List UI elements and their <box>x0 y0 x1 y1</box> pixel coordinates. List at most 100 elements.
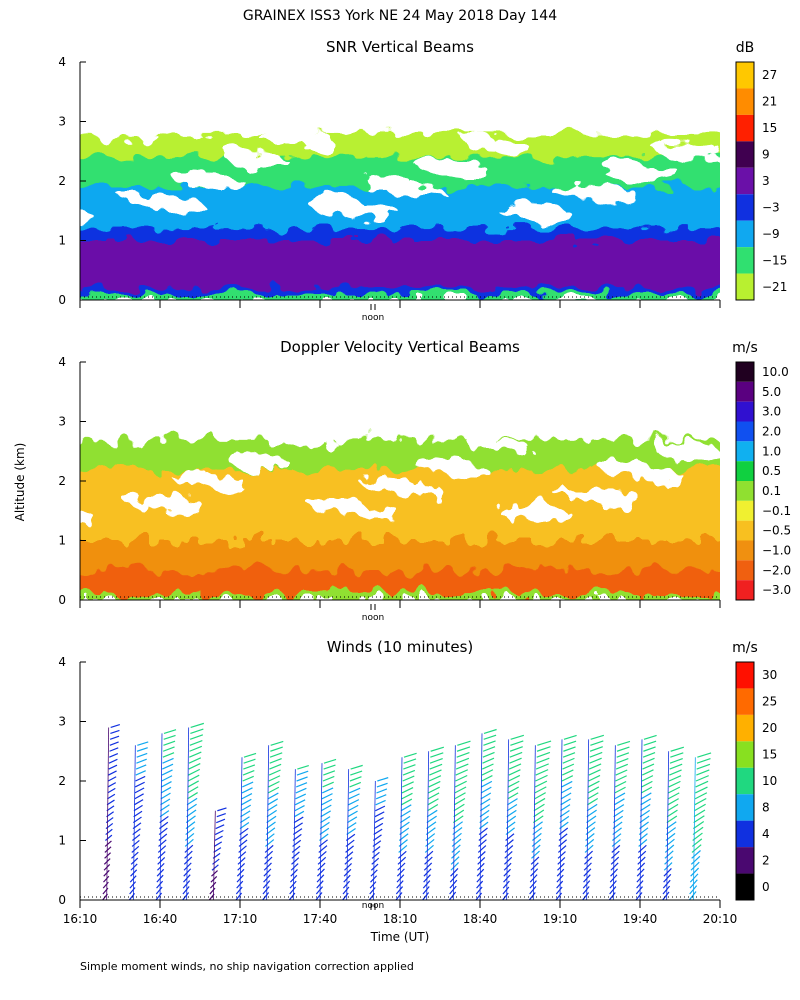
wind-barb <box>376 782 388 788</box>
wind-barb <box>664 844 675 853</box>
wind-barb <box>323 758 337 764</box>
wind-profile-1920 <box>582 734 605 901</box>
wind-barb <box>508 774 521 782</box>
wind-barb <box>158 839 167 847</box>
wind-barb <box>345 845 354 853</box>
wind-barb <box>450 868 459 877</box>
wind-barb <box>455 774 468 782</box>
wind-barb <box>534 792 546 800</box>
wind-barb <box>477 845 487 853</box>
wind-barb <box>296 776 308 782</box>
wind-barb <box>375 805 386 812</box>
wind-barb <box>315 892 323 901</box>
wind-barb <box>668 775 682 782</box>
wind-barb <box>162 763 174 770</box>
wind-barb <box>190 722 205 729</box>
wind-barb <box>641 775 654 782</box>
wind-barb <box>559 809 570 818</box>
x-tick-label: 18:10 <box>383 912 418 926</box>
wind-barb <box>563 746 576 752</box>
footnote: Simple moment winds, no ship navigation … <box>80 960 414 973</box>
colorbar-swatch <box>736 461 754 481</box>
wind-barb <box>182 892 190 901</box>
wind-staff <box>159 733 163 901</box>
wind-barb <box>184 844 194 853</box>
wind-barb <box>131 839 140 847</box>
wind-barb <box>243 758 256 764</box>
wind-staff <box>426 751 430 901</box>
colorbar-label: 10.0 <box>762 365 789 379</box>
wind-barb <box>667 798 679 806</box>
wind-profile-1620 <box>102 724 121 901</box>
wind-barb <box>242 781 254 788</box>
wind-barb <box>373 822 384 830</box>
wind-barb <box>509 757 522 764</box>
x-tick-label: 17:40 <box>303 912 338 926</box>
wind-barb <box>476 880 484 889</box>
colorbar-swatch <box>736 167 754 195</box>
wind-barb <box>530 862 539 871</box>
wind-barb <box>186 803 197 812</box>
x-tick-label: 19:40 <box>623 912 658 926</box>
colorbar-label: 8 <box>762 800 770 814</box>
winds-panel-title: Winds (10 minutes) <box>327 638 474 656</box>
wind-barb <box>402 775 415 782</box>
wind-barb <box>213 841 223 847</box>
wind-barb <box>453 809 465 818</box>
colorbar-label: 15 <box>762 748 777 762</box>
wind-barb <box>478 833 488 841</box>
wind-barb <box>422 886 430 895</box>
x-tick-label: 20:10 <box>703 912 738 926</box>
wind-barb <box>403 752 417 758</box>
wind-profile-1650 <box>182 722 205 901</box>
wind-barb <box>532 815 544 824</box>
wind-barb <box>350 770 363 776</box>
wind-barb <box>696 763 711 770</box>
wind-barb <box>694 797 707 806</box>
wind-barb <box>395 886 404 895</box>
wind-barb <box>427 798 439 806</box>
wind-barb <box>400 804 412 812</box>
wind-barb <box>156 880 164 889</box>
colorbar-swatch <box>736 381 754 402</box>
wind-barb <box>563 734 577 740</box>
wind-barb <box>448 891 457 901</box>
colorbar-label: −3 <box>762 200 780 214</box>
wind-barb <box>348 787 361 794</box>
field-gap <box>306 433 334 452</box>
wind-barb <box>350 764 363 770</box>
wind-barb <box>162 757 174 764</box>
field-gap <box>546 211 574 222</box>
wind-barb <box>560 792 572 800</box>
wind-barb <box>535 774 548 782</box>
colorbar-frame <box>735 61 755 301</box>
wind-barb <box>428 780 441 788</box>
wind-barb <box>562 752 576 758</box>
field-gap <box>80 211 94 222</box>
wind-barb <box>262 886 270 895</box>
wind-barb <box>399 821 410 830</box>
wind-barb <box>529 886 537 895</box>
wind-barb <box>454 792 466 800</box>
wind-barb <box>163 734 176 740</box>
wind-barb <box>157 857 166 865</box>
wind-barb <box>163 740 176 746</box>
wind-barb <box>555 892 563 901</box>
wind-barb <box>270 746 283 752</box>
wind-barb <box>238 845 247 853</box>
wind-barb <box>666 809 678 818</box>
wind-barb <box>377 777 389 782</box>
wind-barb <box>584 838 595 847</box>
wind-barb <box>426 809 438 818</box>
wind-barb <box>294 810 305 818</box>
wind-barb <box>105 828 113 836</box>
wind-barb <box>477 851 486 859</box>
wind-barb <box>133 810 143 818</box>
wind-barb <box>317 856 327 865</box>
wind-barb <box>104 846 112 853</box>
wind-barb <box>160 792 171 800</box>
wind-barb <box>613 804 625 812</box>
wind-barb <box>134 793 144 800</box>
wind-barb <box>616 746 630 752</box>
colorbar-swatch <box>736 500 754 521</box>
